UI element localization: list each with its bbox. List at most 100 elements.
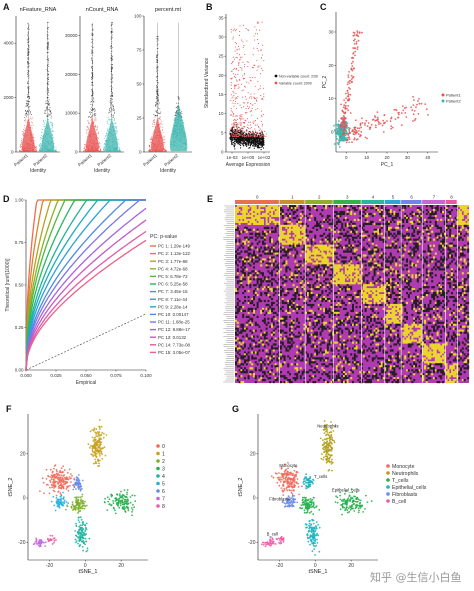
violin-point xyxy=(104,135,106,137)
violin-ytick-label: 0 xyxy=(75,150,78,155)
b-point-nonvariable xyxy=(252,140,254,142)
violin-point xyxy=(44,110,46,112)
violin-point xyxy=(110,53,112,55)
violin-point xyxy=(93,114,95,116)
violin-point xyxy=(90,112,92,114)
b-point-variable xyxy=(261,133,263,135)
c-point-patient1 xyxy=(343,117,345,120)
b-point-variable xyxy=(233,73,235,75)
violin-point xyxy=(92,94,94,96)
e-heatmap-cell xyxy=(391,212,394,216)
violin-point xyxy=(27,48,29,50)
b-point-variable xyxy=(251,77,253,79)
d-legend-label: PC 15: 3.05e-07 xyxy=(158,350,191,355)
violin-point xyxy=(90,151,91,152)
violin-point xyxy=(156,93,158,95)
b-point-nonvariable xyxy=(262,147,265,149)
b-point-variable xyxy=(250,126,252,129)
c-point-patient1 xyxy=(344,117,347,120)
b-point-nonvariable xyxy=(257,146,259,148)
e-heatmap-cell xyxy=(271,210,273,214)
b-point-variable xyxy=(242,78,245,80)
b-legend-label: Non-variable count: 22603 xyxy=(279,75,318,79)
violin-point xyxy=(108,118,110,120)
b-point-variable xyxy=(257,66,259,68)
b-point-variable xyxy=(233,114,235,116)
violin-point xyxy=(85,149,87,151)
e-heatmap-cell xyxy=(337,205,340,208)
violin-point xyxy=(111,101,113,103)
e-heatmap-cell xyxy=(305,214,308,218)
b-point-nonvariable xyxy=(257,135,260,137)
b-point-nonvariable xyxy=(238,126,240,128)
violin-point xyxy=(103,147,104,149)
b-legend-marker xyxy=(274,74,278,78)
b-point-variable xyxy=(239,56,241,58)
e-heatmap-cell xyxy=(371,207,374,210)
c-point-patient1 xyxy=(412,120,414,122)
c-point-patient1 xyxy=(411,109,414,111)
violin-point xyxy=(26,100,28,102)
e-heatmap-cell xyxy=(244,207,246,210)
violin-point xyxy=(47,104,49,105)
violin-point xyxy=(94,109,96,111)
b-point-variable xyxy=(238,62,240,64)
b-point-variable xyxy=(238,48,240,50)
b-point-variable xyxy=(230,28,232,30)
violin-point xyxy=(110,81,112,83)
b-point-nonvariable xyxy=(236,139,238,141)
b-point-variable xyxy=(265,133,267,135)
violin-point xyxy=(47,92,49,94)
violin-point xyxy=(178,99,180,101)
violin-point xyxy=(97,128,98,130)
c-legend-marker xyxy=(441,99,445,103)
b-point-variable xyxy=(234,30,237,32)
violin-point xyxy=(27,96,29,98)
c-point-patient1 xyxy=(348,97,350,100)
b-xtick-label: 1e+02 xyxy=(258,155,271,160)
violin-point xyxy=(115,133,117,135)
e-heatmap-cell xyxy=(395,212,398,216)
b-point-variable xyxy=(235,136,237,138)
b-point-variable xyxy=(241,90,243,92)
violin-point xyxy=(112,98,114,100)
violin-point xyxy=(86,151,88,152)
violin-point xyxy=(163,139,165,141)
c-point-patient1 xyxy=(360,134,362,137)
c-point-patient1 xyxy=(347,133,350,135)
c-point-patient1 xyxy=(343,120,345,123)
b-point-variable xyxy=(240,116,242,118)
violin-point xyxy=(157,101,159,103)
b-point-variable xyxy=(240,114,242,116)
c-point-patient1 xyxy=(352,60,354,63)
violin-point xyxy=(47,88,49,90)
b-point-variable xyxy=(231,70,233,72)
c-point-patient1 xyxy=(390,116,393,119)
b-point-variable xyxy=(238,130,240,132)
b-point-variable xyxy=(244,119,246,121)
c-point-patient1 xyxy=(356,30,359,33)
violin-point xyxy=(108,109,110,111)
violin-point xyxy=(157,103,159,104)
c-point-patient1 xyxy=(371,119,374,121)
e-heatmap-cell xyxy=(235,209,237,212)
violin-point xyxy=(116,130,118,132)
e-heatmap-cell xyxy=(460,207,462,210)
d-series-line xyxy=(25,199,146,371)
e-heatmap-cell xyxy=(362,214,365,218)
b-point-variable xyxy=(243,85,246,88)
violin-xlabel: Identity xyxy=(94,168,111,174)
violin-point xyxy=(48,151,50,152)
b-point-variable xyxy=(252,132,254,134)
e-heatmap-cell xyxy=(267,209,270,212)
b-point-variable xyxy=(233,105,235,107)
e-heatmap-cell xyxy=(425,209,428,212)
e-heatmap-cell xyxy=(254,209,257,212)
c-point-patient1 xyxy=(356,32,359,34)
c-point-patient1 xyxy=(355,34,358,36)
violin-point xyxy=(26,111,27,113)
violin-point xyxy=(51,122,53,124)
b-point-variable xyxy=(260,57,262,59)
violin-title: nFeature_RNA xyxy=(20,7,57,13)
